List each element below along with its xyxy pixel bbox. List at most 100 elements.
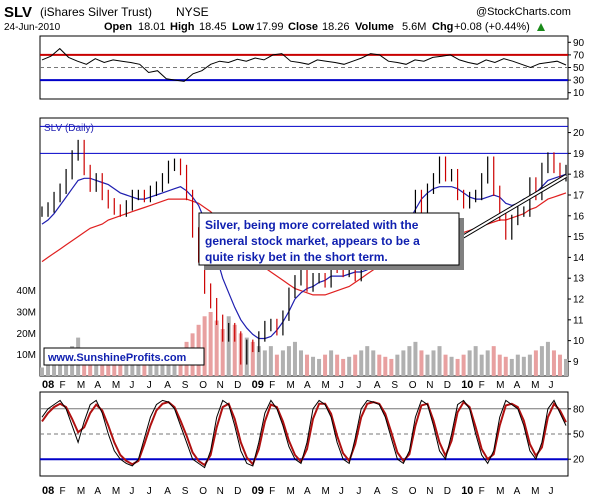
volume-bar — [564, 358, 568, 376]
x-axis-bottom: 08 F M A M J J A S O N D 09 F M A M J J A S O N D 10 F M A M J — [42, 485, 554, 497]
stoch-y-tick-label: 80 — [573, 404, 585, 415]
rsi-y-tick-label: 70 — [573, 50, 585, 61]
x-tick-label: S — [182, 486, 189, 497]
volume-bar — [250, 341, 255, 376]
volume-bar — [491, 346, 496, 376]
volume-bar — [359, 350, 364, 376]
volume-bar — [262, 350, 267, 376]
volume-bar — [335, 354, 340, 376]
volume-bar — [341, 358, 346, 376]
x-tick-label: M — [321, 380, 329, 391]
website-box — [43, 347, 205, 366]
volume-bar — [461, 354, 466, 376]
x-tick-label: F — [479, 486, 485, 497]
stochastic-indicator: 80 50 20 — [40, 399, 585, 469]
volume-bar — [154, 358, 159, 376]
x-axis-middle: 08 F M A M J J A S O N D 09 F M A M J J A S O N D 10 F M A M J — [42, 379, 554, 391]
x-tick-label: 08 — [42, 379, 54, 391]
volume-bar — [377, 354, 382, 376]
x-tick-label: A — [164, 380, 171, 391]
quote-close-label: Close — [288, 21, 318, 33]
x-tick-label: J — [147, 380, 152, 391]
x-tick-label: D — [444, 486, 451, 497]
x-tick-label: F — [479, 380, 485, 391]
volume-bar — [286, 346, 291, 376]
rsi-y-tick-label: 50 — [573, 63, 585, 74]
price-y-tick-label: 14 — [573, 253, 585, 264]
volume-bar — [383, 356, 388, 376]
quote-open: 18.01 — [138, 21, 166, 33]
price-y-tick-label: 18 — [573, 170, 585, 181]
volume-bar — [551, 350, 556, 376]
volume-bar — [226, 316, 231, 376]
volume-bar — [485, 350, 490, 376]
x-tick-label: M — [112, 380, 120, 391]
volume-bar — [311, 356, 316, 376]
x-tick-label: F — [269, 380, 275, 391]
quote-volume: 5.6M — [402, 21, 426, 33]
symbol-title: SLV — [4, 4, 32, 21]
volume-bar — [479, 354, 484, 376]
volume-bar — [557, 354, 562, 376]
volume-bar — [58, 358, 63, 376]
x-tick-label: A — [164, 486, 171, 497]
volume-y-tick-label: 40M — [17, 286, 36, 297]
volume-y-tick-label: 10M — [17, 350, 36, 361]
volume-bar — [419, 350, 424, 376]
volume-bar — [160, 361, 165, 376]
volume-bar — [202, 316, 207, 376]
volume-bar — [521, 356, 526, 376]
stochastic-slow-line — [41, 400, 567, 467]
x-tick-label: N — [426, 380, 433, 391]
volume-bar — [509, 358, 514, 376]
website-label: www.SunshineProfits.com — [47, 352, 187, 364]
x-tick-label: S — [391, 380, 398, 391]
volume-bar — [455, 358, 460, 376]
x-tick-label: A — [374, 486, 381, 497]
x-tick-label: J — [339, 380, 344, 391]
watermark: @StockCharts.com — [476, 6, 571, 18]
volume-bar — [124, 361, 129, 376]
x-tick-label: J — [549, 380, 554, 391]
volume-bar — [232, 324, 237, 376]
stoch-y-tick-label: 20 — [573, 455, 585, 466]
volume-bar — [515, 354, 520, 376]
x-tick-label: F — [59, 380, 65, 391]
exchange-label: NYSE — [176, 5, 209, 19]
stochastic-fast-line — [41, 399, 567, 469]
x-tick-label: 10 — [461, 379, 473, 391]
quote-high: 18.45 — [199, 21, 227, 33]
x-tick-label: S — [391, 486, 398, 497]
x-tick-label: J — [129, 486, 134, 497]
x-tick-label: J — [147, 486, 152, 497]
volume-bar — [437, 346, 442, 376]
quote-chg-label: Chg — [432, 21, 453, 33]
x-tick-label: A — [94, 380, 101, 391]
volume-bar — [347, 356, 352, 376]
x-tick-label: D — [444, 380, 451, 391]
volume-bar — [395, 354, 400, 376]
price-y-tick-label: 11 — [573, 315, 584, 326]
x-tick-label: N — [217, 486, 224, 497]
volume-y-tick-label: 20M — [17, 329, 36, 340]
rsi-line — [41, 47, 567, 82]
volume-bar — [353, 354, 358, 376]
volume-bar — [329, 350, 334, 376]
x-tick-label: D — [234, 486, 241, 497]
volume-bar — [365, 346, 370, 376]
x-tick-label: A — [514, 380, 521, 391]
volume-bar — [46, 365, 51, 376]
volume-bar — [130, 358, 135, 376]
price-y-tick-label: 15 — [573, 232, 585, 243]
price-y-tick-label: 20 — [573, 128, 585, 139]
volume-bar — [443, 354, 448, 376]
volume-bar — [118, 358, 123, 376]
x-tick-label: J — [129, 380, 134, 391]
x-tick-label: A — [304, 486, 311, 497]
x-tick-label: A — [94, 486, 101, 497]
x-tick-label: O — [409, 380, 417, 391]
volume-bar — [220, 329, 225, 376]
quote-open-label: Open — [104, 21, 132, 33]
